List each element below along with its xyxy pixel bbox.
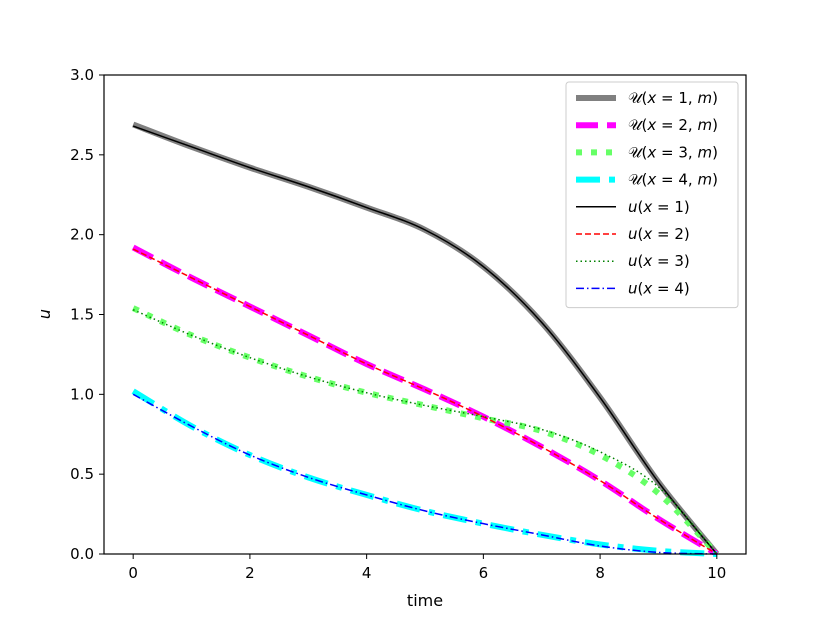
legend-label: 𝒰(x = 2, m) bbox=[628, 116, 718, 134]
y-tick-label: 2.5 bbox=[70, 146, 94, 164]
x-tick-label: 4 bbox=[362, 564, 372, 582]
legend-label: u(x = 3) bbox=[628, 252, 690, 270]
y-tick-label: 1.0 bbox=[70, 385, 94, 403]
series-line-6 bbox=[132, 248, 718, 555]
legend-label: u(x = 2) bbox=[628, 225, 690, 243]
series-line-8 bbox=[132, 393, 717, 555]
x-axis-label: time bbox=[407, 591, 443, 610]
y-tick-label: 0.0 bbox=[70, 545, 94, 563]
y-tick-label: 0.5 bbox=[70, 465, 94, 483]
y-tick-label: 1.5 bbox=[70, 306, 94, 324]
legend-label: u(x = 1) bbox=[628, 198, 690, 216]
series-layer bbox=[131, 121, 720, 557]
legend-box bbox=[565, 81, 739, 309]
series-line-5 bbox=[132, 125, 718, 555]
y-axis: 0.0 0.5 1.0 1.5 2.0 2.5 3.0 bbox=[70, 66, 104, 563]
series-line-7 bbox=[132, 309, 718, 555]
x-tick-label: 2 bbox=[245, 564, 255, 582]
x-tick-label: 0 bbox=[128, 564, 138, 582]
series-line-3 bbox=[131, 305, 719, 557]
y-tick-label: 2.0 bbox=[70, 226, 94, 244]
x-tick-label: 8 bbox=[595, 564, 605, 582]
legend: 𝒰(x = 1, m) 𝒰(x = 2, m) 𝒰(x = 3, m) 𝒰(x = 4… bbox=[565, 81, 739, 309]
x-tick-label: 6 bbox=[479, 564, 489, 582]
legend-label: 𝒰(x = 3, m) bbox=[628, 143, 718, 161]
series-line-4 bbox=[131, 388, 717, 557]
legend-label: u(x = 4) bbox=[628, 279, 690, 297]
y-tick-label: 3.0 bbox=[70, 66, 94, 84]
x-tick-label: 10 bbox=[707, 564, 726, 582]
y-axis-label: u bbox=[35, 309, 54, 319]
legend-label: 𝒰(x = 4, m) bbox=[628, 171, 718, 189]
legend-label: 𝒰(x = 1, m) bbox=[628, 89, 718, 107]
x-axis: 0 2 4 6 8 10 bbox=[128, 554, 726, 582]
